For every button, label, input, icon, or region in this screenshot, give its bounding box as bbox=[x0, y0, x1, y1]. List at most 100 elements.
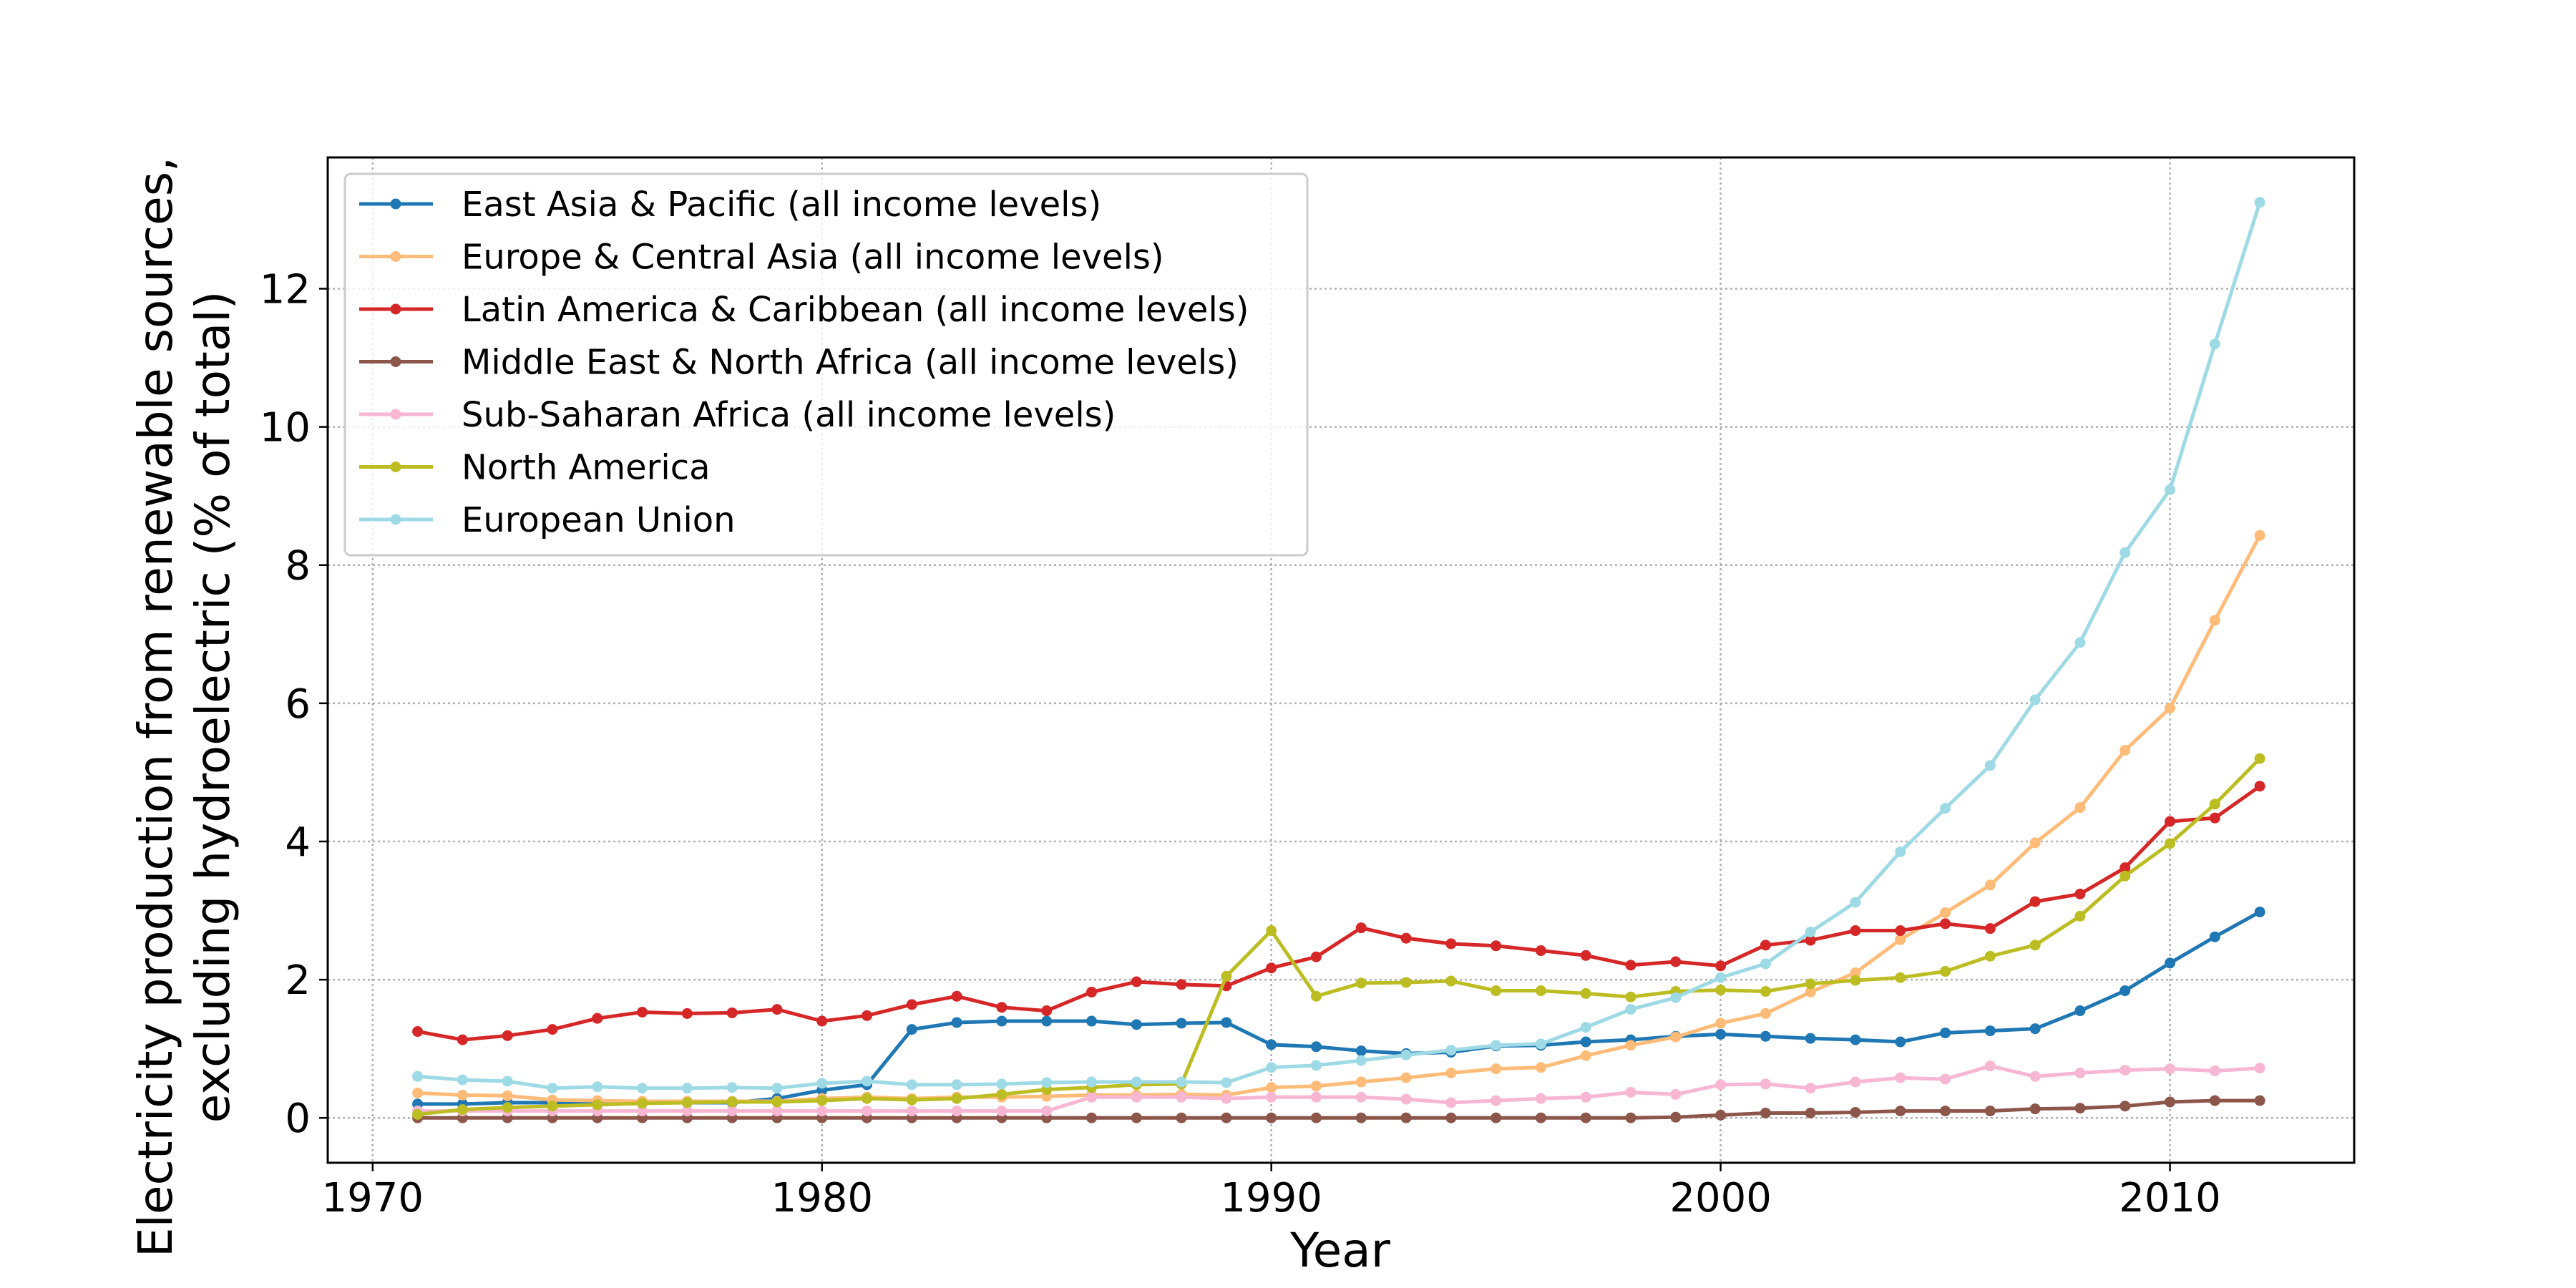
data-point bbox=[1715, 1018, 1727, 1029]
data-point bbox=[1984, 1025, 1996, 1037]
data-point bbox=[412, 1087, 424, 1098]
data-point bbox=[1850, 1076, 1861, 1088]
data-point bbox=[1310, 1041, 1322, 1053]
data-point bbox=[1355, 922, 1367, 934]
data-point bbox=[1355, 977, 1367, 989]
series-line bbox=[417, 1098, 2260, 1120]
data-point bbox=[2209, 1065, 2220, 1077]
data-point bbox=[2029, 1023, 2041, 1035]
data-point bbox=[1580, 1112, 1591, 1123]
data-point bbox=[1984, 760, 1996, 771]
data-point bbox=[2074, 1103, 2086, 1114]
data-point bbox=[1491, 985, 1502, 997]
y-tick-label: 2 bbox=[285, 957, 311, 1004]
data-point bbox=[816, 1095, 828, 1106]
legend-entries: East Asia & Pacific (all income levels) E… bbox=[359, 185, 1249, 540]
data-point bbox=[816, 1106, 828, 1117]
data-point bbox=[2165, 816, 2176, 827]
data-point bbox=[862, 1075, 873, 1087]
data-point bbox=[1266, 1039, 1277, 1050]
data-point bbox=[1850, 975, 1861, 986]
data-point bbox=[951, 1106, 962, 1117]
data-point bbox=[1760, 940, 1771, 951]
data-point bbox=[1085, 986, 1097, 997]
data-point bbox=[457, 1074, 468, 1085]
data-point bbox=[1850, 1034, 1861, 1045]
data-point bbox=[1670, 1088, 1682, 1100]
y-axis-label-line-2: excluding hydroelectric (% of total) bbox=[185, 291, 240, 1123]
data-point bbox=[2119, 985, 2131, 997]
data-point bbox=[1400, 977, 1412, 988]
legend: East Asia & Pacific (all income levels) E… bbox=[343, 172, 1309, 557]
data-point bbox=[816, 1015, 828, 1027]
data-point bbox=[1895, 1072, 1906, 1083]
data-point bbox=[1310, 1060, 1322, 1071]
data-point bbox=[2209, 1095, 2220, 1106]
data-point bbox=[1176, 1091, 1187, 1103]
data-point bbox=[1580, 1036, 1591, 1048]
data-point bbox=[1940, 907, 1951, 918]
data-point bbox=[1491, 1040, 1502, 1051]
data-point bbox=[1850, 897, 1861, 908]
data-point bbox=[502, 1075, 513, 1087]
data-point bbox=[1580, 1022, 1591, 1033]
data-point bbox=[1984, 950, 1996, 962]
data-point bbox=[1445, 938, 1457, 950]
data-point bbox=[2254, 530, 2265, 541]
data-point bbox=[1266, 1062, 1277, 1073]
y-tick-label: 10 bbox=[260, 405, 311, 452]
data-point bbox=[637, 1006, 648, 1018]
data-point bbox=[1760, 986, 1771, 997]
data-point bbox=[1041, 1015, 1053, 1027]
data-point bbox=[2074, 637, 2086, 648]
series-2 bbox=[412, 781, 2265, 1045]
data-point bbox=[1266, 1091, 1277, 1103]
data-point bbox=[1580, 950, 1591, 961]
data-point bbox=[681, 1097, 693, 1108]
y-tick-label: 12 bbox=[260, 266, 311, 313]
data-point bbox=[2165, 484, 2176, 495]
data-point bbox=[1131, 1019, 1142, 1030]
data-point bbox=[1355, 1091, 1367, 1103]
data-point bbox=[681, 1008, 693, 1019]
series-1 bbox=[412, 530, 2265, 1107]
data-point bbox=[1355, 1076, 1367, 1088]
data-point bbox=[1266, 1112, 1277, 1123]
series-line bbox=[417, 535, 2262, 1103]
data-point bbox=[412, 1026, 424, 1038]
data-point bbox=[1266, 962, 1277, 974]
data-point bbox=[2074, 802, 2086, 814]
data-point bbox=[1940, 1027, 1951, 1038]
legend-label: Sub-Saharan Africa (all income levels) bbox=[462, 395, 1116, 435]
legend-swatch-marker bbox=[390, 198, 401, 210]
data-point bbox=[1940, 1106, 1951, 1117]
data-point bbox=[2165, 1063, 2176, 1075]
data-point bbox=[1940, 966, 1951, 977]
data-point bbox=[1400, 932, 1412, 944]
data-point bbox=[1445, 1112, 1457, 1123]
x-tick-label: 1990 bbox=[1220, 1175, 1322, 1221]
data-point bbox=[996, 1078, 1008, 1090]
data-point bbox=[1535, 1038, 1546, 1050]
data-point bbox=[592, 1099, 603, 1111]
data-point bbox=[2029, 940, 2041, 951]
data-point bbox=[1670, 956, 1682, 967]
data-point bbox=[1984, 1106, 1996, 1117]
legend-swatch-marker bbox=[390, 409, 401, 420]
data-point bbox=[1580, 987, 1591, 999]
data-point bbox=[1940, 918, 1951, 930]
legend-entry: East Asia & Pacific (all income levels) bbox=[359, 185, 1101, 225]
data-point bbox=[1625, 1112, 1636, 1123]
data-point bbox=[1670, 1031, 1682, 1043]
series-4 bbox=[412, 1060, 2265, 1117]
data-point bbox=[1715, 1109, 1727, 1121]
data-point bbox=[1176, 1112, 1187, 1123]
data-point bbox=[2074, 1067, 2086, 1078]
data-point bbox=[1805, 1083, 1816, 1094]
data-point bbox=[771, 1083, 783, 1094]
data-point bbox=[1760, 1030, 1771, 1042]
data-point bbox=[1895, 925, 1906, 937]
data-point bbox=[1445, 1097, 1457, 1108]
data-point bbox=[1805, 1033, 1816, 1044]
series-line bbox=[417, 202, 2262, 1091]
